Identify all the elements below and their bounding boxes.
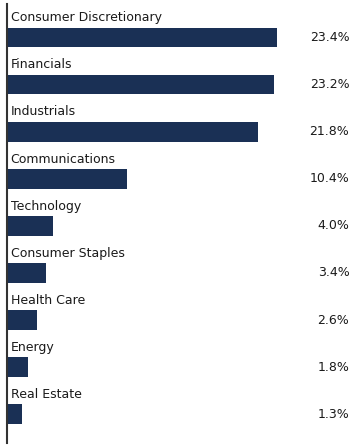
Bar	[7, 28, 277, 47]
Text: 1.8%: 1.8%	[318, 361, 349, 374]
Text: 21.8%: 21.8%	[310, 125, 349, 138]
Text: Health Care: Health Care	[11, 294, 85, 307]
Text: 3.4%: 3.4%	[318, 266, 349, 279]
Text: 23.4%: 23.4%	[310, 31, 349, 44]
Bar	[7, 122, 258, 142]
Bar	[7, 169, 127, 189]
Bar	[7, 357, 28, 377]
Text: Technology: Technology	[11, 200, 81, 213]
Text: 23.2%: 23.2%	[310, 78, 349, 91]
Text: 1.3%: 1.3%	[318, 408, 349, 421]
Text: Communications: Communications	[11, 152, 116, 165]
Text: Industrials: Industrials	[11, 105, 76, 118]
Text: Consumer Discretionary: Consumer Discretionary	[11, 11, 162, 24]
Text: Consumer Staples: Consumer Staples	[11, 247, 125, 260]
Bar	[7, 216, 53, 236]
Text: Energy: Energy	[11, 341, 54, 354]
Text: Financials: Financials	[11, 59, 72, 72]
Bar	[7, 310, 37, 330]
Bar	[7, 75, 274, 94]
Bar	[7, 263, 46, 283]
Text: 4.0%: 4.0%	[318, 219, 349, 232]
Text: Real Estate: Real Estate	[11, 388, 81, 401]
Text: 2.6%: 2.6%	[318, 313, 349, 327]
Bar	[7, 405, 22, 424]
Text: 10.4%: 10.4%	[310, 172, 349, 185]
